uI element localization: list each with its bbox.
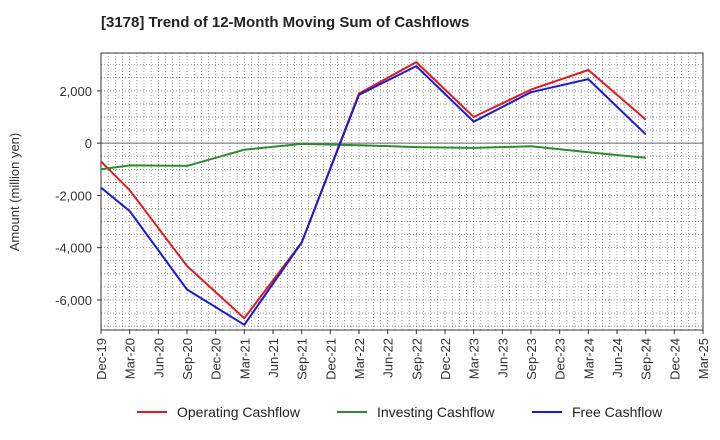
legend-swatch	[337, 411, 367, 413]
legend-label: Investing Cashflow	[377, 404, 495, 420]
legend-swatch	[532, 411, 562, 413]
legend-item: Free Cashflow	[532, 404, 662, 420]
x-tick-label: Sep-20	[180, 338, 195, 380]
x-tick-label: Sep-24	[639, 338, 654, 380]
x-tick-label: Dec-19	[94, 338, 109, 380]
x-tick-label: Mar-21	[237, 338, 252, 379]
x-tick-label: Dec-23	[553, 338, 568, 380]
series-line-operating-cashflow	[100, 61, 647, 320]
x-tick-label: Mar-20	[123, 338, 138, 379]
series-line-investing-cashflow	[100, 142, 646, 171]
y-tick-label: -6,000	[55, 293, 92, 308]
y-tick-label: -4,000	[55, 241, 92, 256]
y-tick-label: 2,000	[59, 84, 92, 99]
y-tick-label: 0	[85, 136, 92, 151]
legend: Operating Cashflow Investing Cashflow Free…	[0, 404, 720, 426]
legend-item: Operating Cashflow	[137, 404, 300, 420]
x-tick-label: Mar-25	[696, 338, 711, 379]
legend-swatch	[137, 411, 167, 413]
x-tick-label: Mar-24	[581, 338, 596, 379]
x-tick-label: Jun-23	[495, 338, 510, 378]
legend-label: Free Cashflow	[572, 404, 663, 420]
x-tick-label: Sep-21	[295, 338, 310, 380]
x-tick-label: Dec-20	[209, 338, 224, 380]
legend-item: Investing Cashflow	[337, 404, 495, 420]
x-tick-label: Mar-23	[467, 338, 482, 379]
x-tick-label: Dec-24	[667, 338, 682, 380]
x-tick-label: Mar-22	[352, 338, 367, 379]
x-tick-label: Jun-22	[381, 338, 396, 378]
plot-frame	[100, 52, 704, 331]
series-line-free-cashflow	[100, 65, 647, 326]
chart-title: [3178] Trend of 12-Month Moving Sum of C…	[101, 14, 470, 31]
x-tick-label: Jun-20	[151, 338, 166, 378]
x-tick-label: Jun-21	[266, 338, 281, 378]
x-tick-label: Dec-21	[323, 338, 338, 380]
x-tick-label: Jun-24	[610, 338, 625, 378]
x-tick-label: Sep-22	[409, 338, 424, 380]
legend-label: Operating Cashflow	[177, 404, 300, 420]
x-tick-label: Dec-22	[438, 338, 453, 380]
y-axis-label: Amount (million yen)	[7, 133, 22, 252]
x-tick-label: Sep-23	[524, 338, 539, 380]
y-tick-label: -2,000	[55, 188, 92, 203]
